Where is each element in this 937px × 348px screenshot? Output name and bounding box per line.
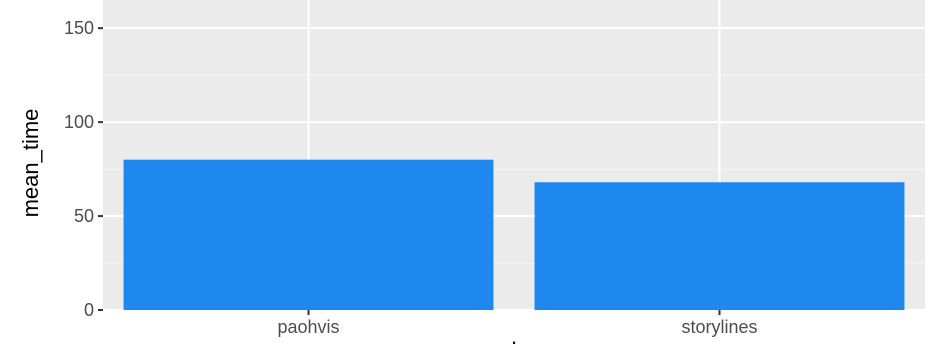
bars — [123, 159, 905, 310]
y-tick-label: 50 — [74, 206, 94, 226]
bar-storylines — [534, 182, 905, 310]
y-tick-label: 0 — [84, 300, 94, 320]
x-axis-title: . — [511, 324, 517, 348]
y-axis: 0 50 100 150 — [64, 18, 103, 320]
x-tick-label: paohvis — [277, 317, 339, 337]
bar-paohvis — [123, 159, 494, 310]
y-axis-title: mean_time — [18, 109, 43, 218]
x-tick-label: storylines — [681, 317, 757, 337]
x-axis: paohvis storylines — [277, 310, 758, 337]
y-tick-label: 100 — [64, 112, 94, 132]
y-tick-label: 150 — [64, 18, 94, 38]
